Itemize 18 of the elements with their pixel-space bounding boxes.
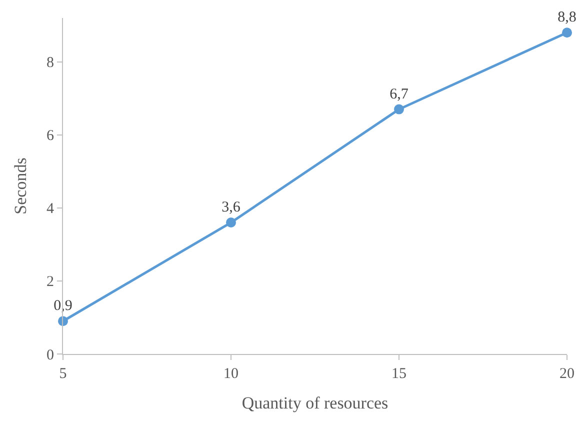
x-tick-label: 10: [224, 366, 238, 382]
data-label: 0,9: [54, 298, 72, 314]
data-label: 8,8: [558, 10, 576, 26]
point: [226, 218, 236, 228]
point: [394, 104, 404, 114]
y-axis-title: Seconds: [11, 158, 30, 214]
x-tick-label: 20: [560, 366, 574, 382]
x-tick-label: 5: [59, 366, 67, 382]
y-tick-label: 8: [46, 55, 54, 72]
x-tick-label: 15: [392, 366, 406, 382]
data-label: 3,6: [222, 200, 241, 216]
y-tick-label: 6: [46, 128, 54, 144]
x-axis-title: Quantity of resources: [242, 393, 388, 412]
y-tick-label: 4: [46, 201, 54, 218]
y-tick-label: 0: [46, 347, 54, 364]
data-label: 6,7: [390, 86, 409, 102]
y-tick-label: 2: [46, 274, 54, 290]
point: [562, 28, 572, 38]
